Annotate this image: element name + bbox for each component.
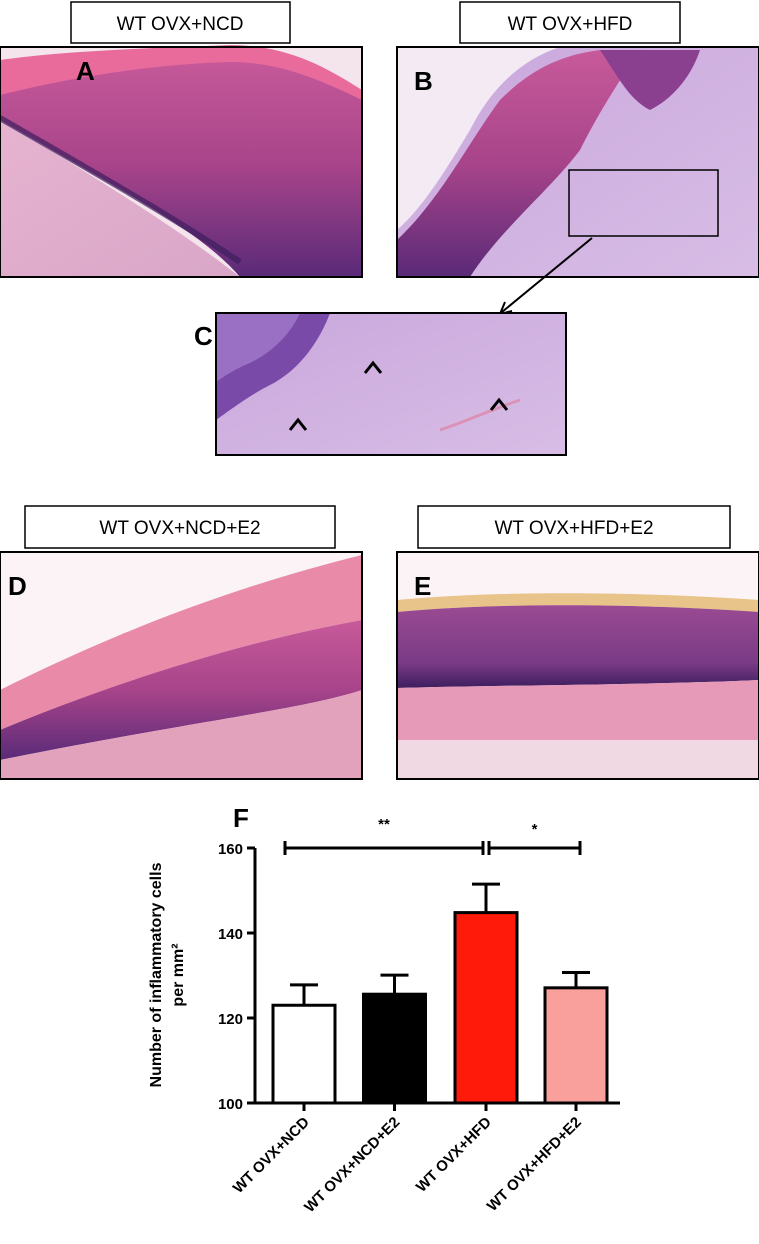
y-tick-label: 100 [218,1096,243,1113]
x-tick-label: WT OVX+NCD [230,1114,313,1197]
x-tick-label: WT OVX+HFD [413,1114,495,1196]
x-tick-label: WT OVX+NCD+E2 [301,1114,403,1216]
histology-image-a [0,45,363,278]
panel-d-title-box [24,505,336,549]
panel-e-letter: E [414,571,431,601]
y-axis-label-line2: per mm² [170,943,187,1006]
bar [362,992,427,1105]
arrowhead-icon [363,360,383,374]
panel-d-letter: D [8,571,27,601]
zoom-region-box [568,169,719,237]
y-tick-label: 160 [218,841,243,858]
significance-label: ** [378,816,390,833]
histology-image-d [0,551,363,780]
panel-b: WT OVX+HFD B [396,1,759,315]
bar [543,986,609,1105]
panel-b-title: WT OVX+HFD [508,14,633,35]
arrowhead-icon [288,417,308,431]
x-tick-label: WT OVX+HFD+E2 [484,1114,585,1215]
histology-image-c [215,312,567,456]
significance-label: * [532,821,538,838]
panel-d-title: WT OVX+NCD+E2 [99,518,260,539]
panel-d: WT OVX+NCD+E2 D [0,505,363,780]
panel-f-letter: F [233,803,249,833]
y-tick-label: 120 [218,1011,243,1028]
panel-e: WT OVX+HFD+E2 E [396,505,759,780]
panel-b-letter: B [414,66,433,96]
panel-c: C [194,312,567,456]
panel-e-title: WT OVX+HFD+E2 [494,518,653,539]
y-axis-label-line1: Number of inflammatory cells [148,862,165,1087]
panel-a-title-box [70,1,291,44]
arrowhead-icon [489,397,509,411]
panel-a-title: WT OVX+NCD [117,14,244,35]
bar [453,911,519,1105]
bar-chart: F Number of inflammatory cells per mm² 1… [148,803,620,1216]
histology-image-e [396,551,759,780]
histology-image-b [396,46,759,278]
panel-b-title-box [459,1,681,44]
panel-a: WT OVX+NCD A [0,1,363,278]
panel-a-letter: A [76,56,95,86]
bar [271,1003,337,1105]
panel-e-title-box [417,505,731,549]
panel-c-letter: C [194,321,213,351]
y-tick-label: 140 [218,926,243,943]
